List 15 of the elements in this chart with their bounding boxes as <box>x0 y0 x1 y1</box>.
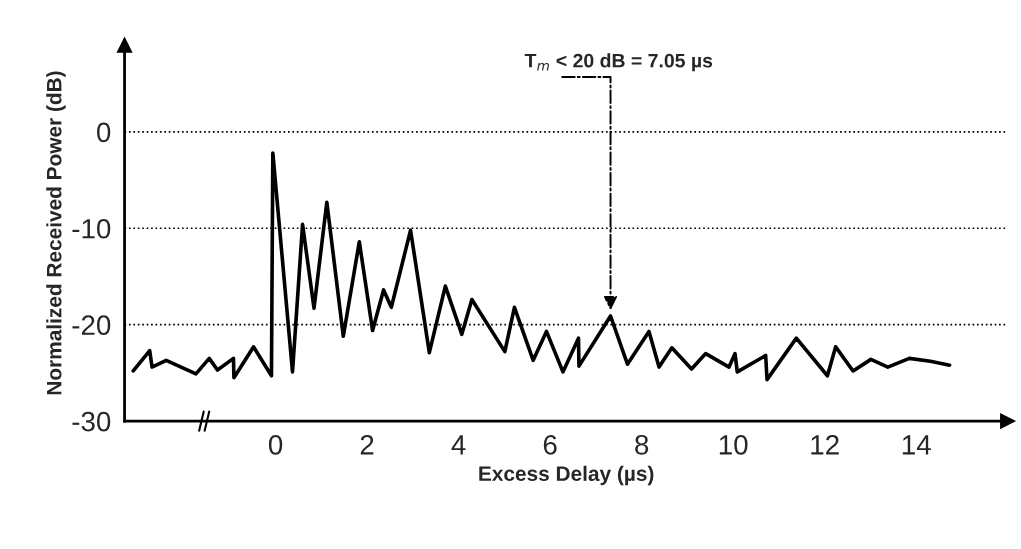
y-tick-label: -30 <box>72 411 111 432</box>
y-tick-label: 0 <box>97 122 111 143</box>
annotation: T$_{m}$ < 20 dB = 7.05 µs <box>524 53 713 72</box>
y-tick-label: -20 <box>72 315 111 335</box>
x-tick-label: 14 <box>902 435 931 455</box>
x-tick-label: 10 <box>719 435 748 455</box>
x-tick-label: 4 <box>451 435 466 455</box>
x-tick-label: 2 <box>360 435 374 455</box>
y-tick-label: -10 <box>72 218 111 239</box>
x-tick-label: 0 <box>268 435 283 455</box>
x-tick-label: 6 <box>543 435 557 455</box>
x-tick-label: 8 <box>635 435 649 455</box>
x-axis-title: Excess Delay (µs) <box>479 465 654 486</box>
x-tick-label: 12 <box>811 435 839 455</box>
y-axis-title: Normalized Received Power (dB) <box>46 71 66 395</box>
